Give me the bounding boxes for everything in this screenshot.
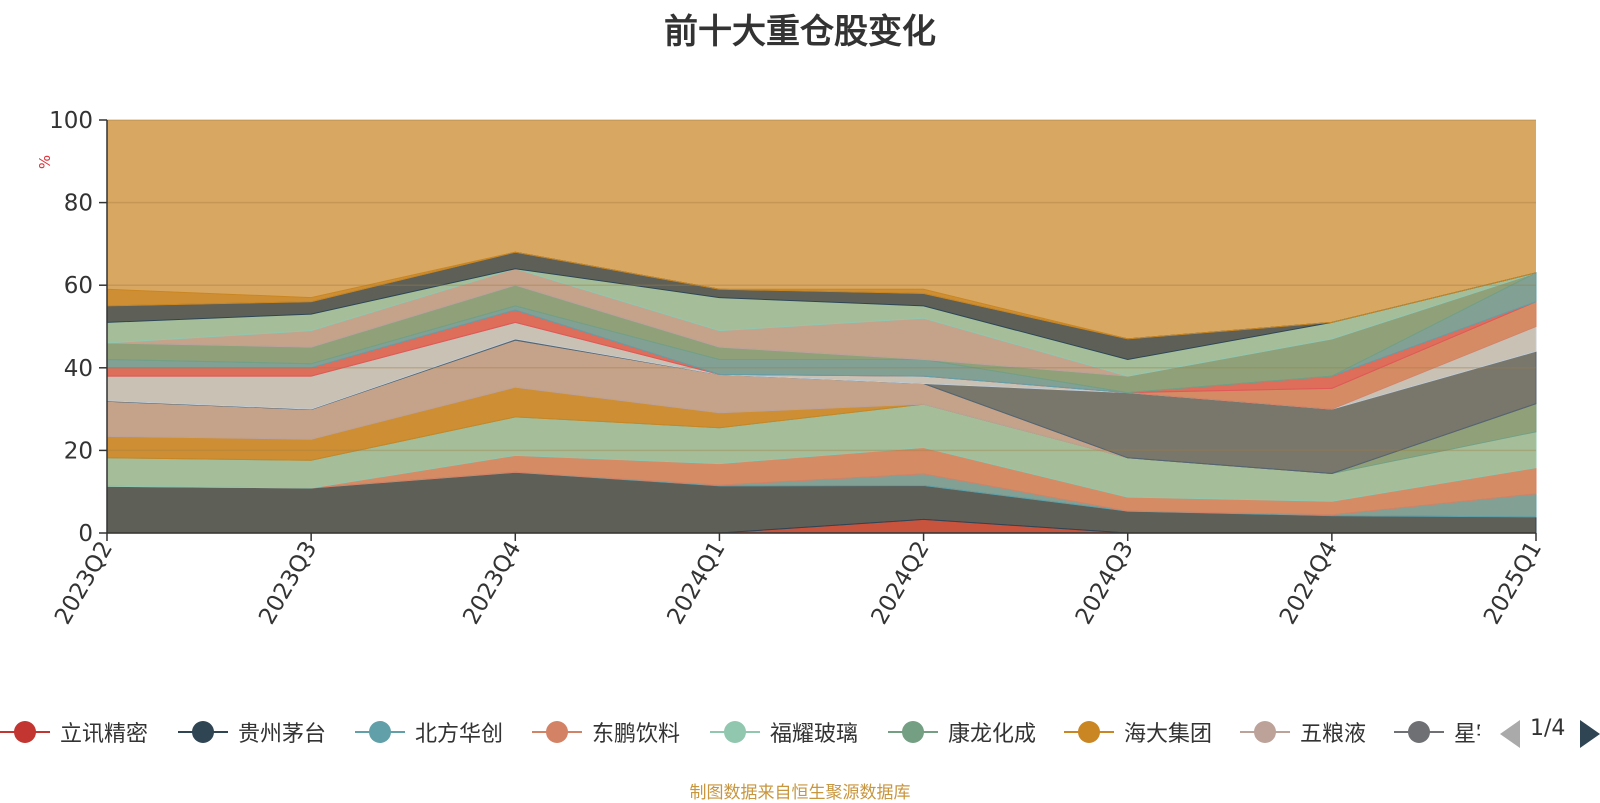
y-tick-labels: 0 20 40 60 80 100 [49, 108, 93, 547]
legend: 立讯精密 贵州茅台 北方华创 东鹏饮料 福耀玻璃 康龙化成 海大集团 五粮液 星宇股份 1/4 [0, 712, 1600, 752]
chart-title: 前十大重仓股变化 [664, 12, 936, 52]
x-tick-label: 2024Q2 [867, 537, 935, 629]
legend-prev-page-button[interactable] [1500, 720, 1520, 748]
legend-marker-icon [1064, 721, 1114, 743]
y-tick-label: 60 [64, 273, 93, 299]
legend-item[interactable]: 星宇股份 [1394, 712, 1480, 752]
axes [99, 119, 1537, 541]
x-tick-label: 2024Q4 [1275, 537, 1343, 629]
y-tick-label: 100 [49, 108, 93, 134]
legend-item[interactable]: 东鹏饮料 [532, 712, 680, 752]
y-tick-label: 20 [64, 438, 93, 464]
x-tick-label: 2024Q3 [1071, 537, 1139, 629]
legend-marker-icon [532, 721, 582, 743]
legend-marker-icon [888, 721, 938, 743]
x-tick-label: 2023Q2 [50, 537, 118, 629]
x-tick-label: 2023Q4 [458, 537, 526, 629]
legend-label: 康龙化成 [948, 722, 1037, 747]
legend-item[interactable]: 福耀玻璃 [710, 712, 858, 752]
y-tick-label: 40 [64, 356, 93, 382]
legend-next-page-button[interactable] [1580, 720, 1600, 748]
legend-marker-icon [1240, 721, 1290, 743]
legend-marker-icon [0, 721, 50, 743]
y-tick-label: 0 [78, 521, 93, 547]
legend-label: 五粮液 [1300, 722, 1367, 747]
x-tick-label: 2023Q3 [254, 537, 322, 629]
legend-marker-icon [355, 721, 405, 743]
legend-label: 东鹏饮料 [592, 722, 681, 747]
legend-item[interactable]: 康龙化成 [888, 712, 1036, 752]
x-tick-label: 2024Q1 [662, 537, 730, 629]
y-tick-label: 80 [64, 191, 93, 217]
area-layers [106, 251, 1537, 534]
legend-item[interactable]: 贵州茅台 [178, 712, 326, 752]
y-axis-unit-label: % [36, 155, 54, 169]
x-tick-labels: 2023Q2 2023Q3 2023Q4 2024Q1 2024Q2 2024Q3 2024… [50, 537, 1547, 629]
legend-label: 北方华创 [415, 722, 504, 747]
legend-item[interactable]: 五粮液 [1240, 712, 1366, 752]
legend-item[interactable]: 海大集团 [1064, 712, 1212, 752]
legend-page-indicator: 1/4 [1530, 716, 1566, 741]
legend-label: 贵州茅台 [238, 722, 327, 747]
x-tick-label: 2025Q1 [1479, 537, 1547, 629]
legend-label: 福耀玻璃 [770, 722, 859, 747]
legend-label: 星宇股份 [1454, 722, 1480, 747]
legend-marker-icon [710, 721, 760, 743]
legend-marker-icon [1394, 721, 1444, 743]
area-band-19 [106, 251, 1537, 340]
legend-item[interactable]: 立讯精密 [0, 712, 148, 752]
legend-marker-icon [178, 721, 228, 743]
source-note: 制图数据来自恒生聚源数据库 [689, 783, 911, 803]
legend-item[interactable]: 北方华创 [355, 712, 503, 752]
legend-label: 海大集团 [1124, 722, 1213, 747]
legend-items: 立讯精密 贵州茅台 北方华创 东鹏饮料 福耀玻璃 康龙化成 海大集团 五粮液 星宇股份 [0, 712, 1480, 752]
legend-label: 立讯精密 [60, 722, 149, 747]
